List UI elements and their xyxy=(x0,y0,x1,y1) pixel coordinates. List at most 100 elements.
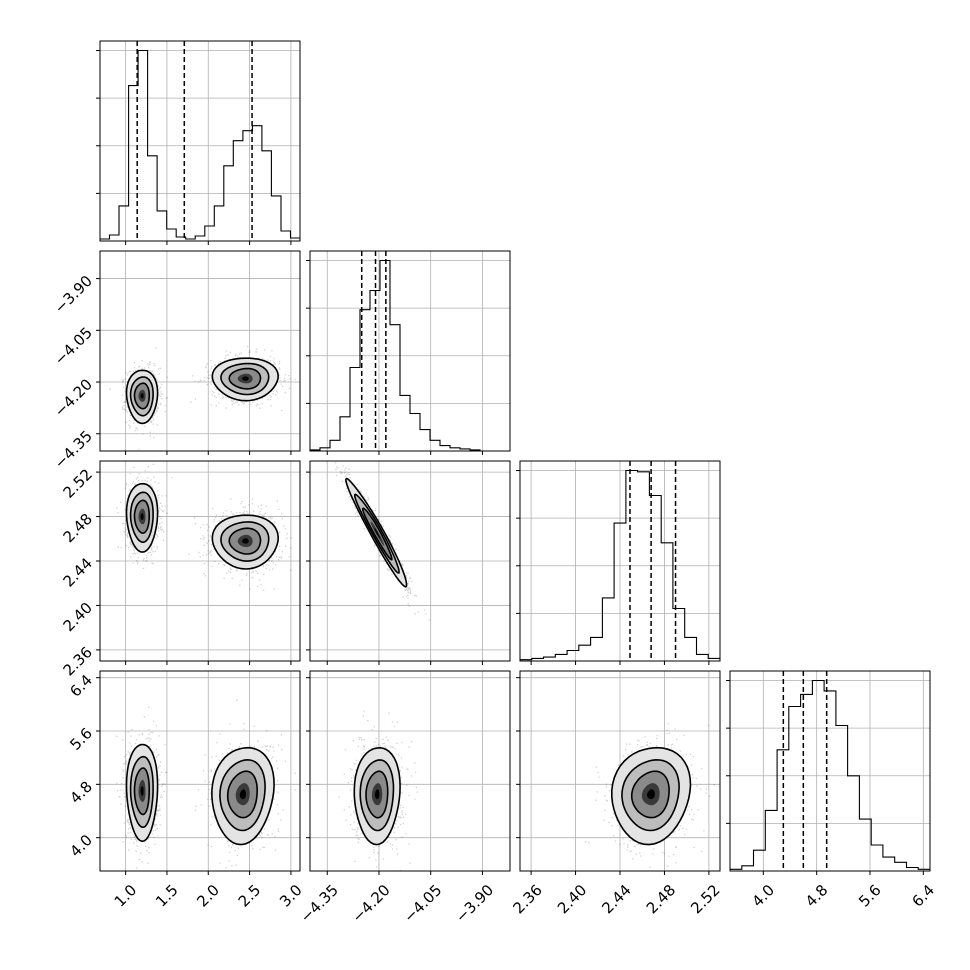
contour-line xyxy=(611,746,692,846)
contour-line xyxy=(621,758,680,832)
density-peak xyxy=(242,376,249,381)
y-tick-label: −4.05 xyxy=(51,324,96,369)
contour-line xyxy=(220,362,270,396)
panel-frame xyxy=(519,460,721,662)
panel-frame xyxy=(729,670,931,872)
contour-line xyxy=(129,755,154,828)
panel-0-3 xyxy=(96,670,301,875)
contour-line xyxy=(365,770,389,819)
panel-frame xyxy=(309,670,511,872)
contour-line xyxy=(129,491,154,543)
contour-line xyxy=(359,759,395,832)
x-tick-label: 2.36 xyxy=(510,881,546,917)
panel-content xyxy=(310,671,510,871)
contour-line xyxy=(125,743,159,843)
panel-frame xyxy=(519,670,721,872)
panel-content xyxy=(310,251,510,451)
y-tick-label: 2.36 xyxy=(60,643,96,679)
contour-line xyxy=(228,367,262,390)
x-tick-label: −4.20 xyxy=(348,881,393,926)
y-tick-label: 2.48 xyxy=(60,510,96,546)
density-peak xyxy=(140,786,144,796)
contour-line xyxy=(133,382,150,410)
x-tick-label: −4.35 xyxy=(297,881,342,926)
density-peak xyxy=(140,393,144,399)
x-tick-label: 2.48 xyxy=(643,881,679,917)
panel-1-2 xyxy=(306,460,511,665)
x-tick-label: 2.44 xyxy=(598,881,634,917)
x-tick-label: 1.0 xyxy=(111,881,141,911)
x-tick-label: −3.90 xyxy=(452,881,497,926)
panel-content xyxy=(520,461,720,661)
density-peak xyxy=(374,528,381,539)
x-tick-label: 2.40 xyxy=(554,881,590,917)
panel-0-2 xyxy=(96,460,301,665)
x-tick-label: 2.5 xyxy=(235,881,265,911)
contour-line xyxy=(353,746,401,846)
x-tick-label: 1.5 xyxy=(152,881,182,911)
panels-layer xyxy=(96,40,931,875)
panel-1-1 xyxy=(306,250,511,455)
x-tick-label: 2.52 xyxy=(687,881,723,917)
y-tick-label: 5.6 xyxy=(66,724,96,754)
panel-content xyxy=(100,461,300,661)
y-tick-label: 2.44 xyxy=(60,554,96,590)
contour-line xyxy=(630,770,670,819)
contour-line xyxy=(219,758,266,832)
panel-frame xyxy=(99,670,301,872)
panel-content xyxy=(520,671,720,871)
panel-frame xyxy=(309,460,511,662)
panel-2-3 xyxy=(516,670,721,875)
tick-labels-layer: 1.0 1.5 2.0 2.5 3.0−4.35 −4.20 −4.05 −3.90 2.36 2… xyxy=(51,272,938,926)
y-tick-label: −4.20 xyxy=(51,375,96,420)
contour-line xyxy=(226,770,259,819)
panel-content xyxy=(100,251,300,451)
contour-line xyxy=(211,357,280,402)
histogram-p0 xyxy=(100,49,300,241)
y-tick-label: 4.0 xyxy=(66,831,96,861)
panel-content xyxy=(100,671,300,871)
contour-line xyxy=(211,514,280,570)
density-peak xyxy=(140,513,144,520)
contour-line xyxy=(125,482,159,553)
contour-line xyxy=(345,477,408,588)
contour-line xyxy=(211,746,275,846)
panel-frame xyxy=(99,250,301,452)
contour-line xyxy=(125,369,159,425)
y-tick-label: 4.8 xyxy=(66,778,96,808)
panel-2-2 xyxy=(516,460,721,665)
histogram-p2 xyxy=(520,469,720,661)
panel-0-0 xyxy=(96,40,301,245)
contour-line xyxy=(228,527,262,555)
panel-content xyxy=(310,461,510,661)
panel-frame xyxy=(99,40,301,242)
x-tick-label: −4.05 xyxy=(400,881,445,926)
x-tick-label: 3.0 xyxy=(276,881,306,911)
density-peak xyxy=(242,538,249,544)
y-tick-label: 2.52 xyxy=(60,465,96,501)
panel-1-3 xyxy=(306,670,511,875)
contour-line xyxy=(133,767,150,816)
x-tick-label: 2.0 xyxy=(193,881,223,911)
density-peak xyxy=(374,789,380,800)
panel-0-1 xyxy=(96,250,301,455)
x-tick-label: 4.0 xyxy=(748,881,778,911)
panel-frame xyxy=(99,460,301,662)
y-tick-label: −3.90 xyxy=(51,272,96,317)
contour-line xyxy=(129,376,154,417)
density-peak xyxy=(239,789,246,800)
contour-line xyxy=(220,521,270,562)
panel-content xyxy=(100,41,300,241)
panel-frame xyxy=(309,250,511,452)
y-tick-label: 2.40 xyxy=(60,599,96,635)
panel-3-3 xyxy=(726,670,931,875)
y-tick-label: −4.35 xyxy=(51,427,96,472)
x-tick-label: 4.8 xyxy=(802,881,832,911)
density-peak xyxy=(647,789,655,800)
x-tick-label: 6.4 xyxy=(908,881,938,911)
x-tick-label: 5.6 xyxy=(855,881,885,911)
contour-line xyxy=(133,499,150,534)
histogram-p3 xyxy=(730,679,930,871)
contour-line xyxy=(361,507,393,561)
